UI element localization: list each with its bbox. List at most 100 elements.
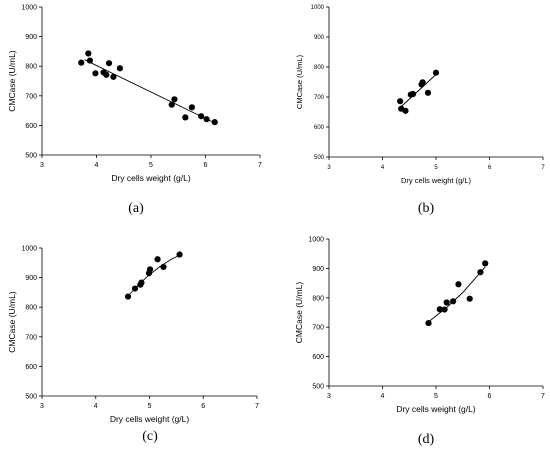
x-tick-label: 7 (258, 162, 262, 169)
y-tick-label: 600 (25, 123, 37, 130)
panel-caption: (b) (418, 201, 435, 216)
x-tick-label: 4 (94, 403, 98, 410)
x-tick-label: 4 (381, 165, 385, 171)
y-axis-label: CMCase (U/mL) (295, 54, 304, 109)
data-point (188, 104, 195, 111)
data-point (409, 90, 417, 98)
y-tick-label: 1000 (21, 4, 37, 11)
y-tick-label: 700 (25, 93, 37, 100)
fit-line (428, 266, 486, 323)
y-tick-label: 1000 (308, 236, 324, 243)
y-tick-label: 500 (314, 155, 325, 161)
chart-panel-a: 3 4 5 6 7 500 600 700 800 900 1000 Dry cells weight… (7, 4, 262, 216)
data-point (198, 113, 205, 120)
y-tick-label: 800 (25, 305, 37, 312)
data-point (78, 59, 85, 66)
data-point (203, 116, 210, 123)
y-tick-label: 600 (25, 364, 37, 371)
data-point (455, 281, 462, 288)
y-tick-label: 900 (25, 275, 37, 282)
data-point (424, 89, 432, 96)
x-tick-label: 7 (541, 393, 545, 400)
y-tick-label: 500 (312, 383, 324, 390)
x-tick-label: 6 (204, 162, 208, 169)
y-tick-label: 900 (312, 266, 324, 273)
data-point (436, 306, 443, 313)
data-point (160, 263, 167, 271)
y-tick-label: 800 (25, 64, 37, 71)
panel-caption: (a) (128, 201, 144, 216)
data-point (450, 298, 457, 305)
y-tick-label: 800 (314, 65, 325, 71)
chart-panel-c: 3 4 5 6 7 500 600 700 800 900 1000 Dry cells weight… (7, 245, 259, 444)
data-point (441, 306, 448, 313)
data-point (138, 279, 145, 286)
x-axis-label: Dry cells weight (g/L) (110, 414, 190, 424)
data-point (211, 119, 218, 126)
y-tick-label: 900 (314, 35, 325, 41)
data-point (171, 96, 178, 103)
x-tick-label: 3 (40, 162, 44, 169)
x-tick-label: 3 (40, 403, 44, 410)
x-tick-label: 5 (148, 403, 152, 410)
y-tick-label: 1000 (311, 5, 325, 11)
y-tick-label: 1000 (21, 245, 37, 252)
fit-line (399, 74, 437, 108)
x-tick-label: 3 (327, 393, 331, 400)
y-axis-label: CMCase (U/mL) (7, 291, 17, 353)
y-axis-label: CMCase (U/mL) (7, 50, 17, 112)
x-tick-label: 5 (434, 165, 438, 171)
data-point (105, 60, 113, 67)
data-point (110, 73, 117, 80)
y-tick-label: 500 (25, 152, 37, 159)
y-tick-label: 500 (25, 393, 37, 400)
data-point (116, 65, 124, 72)
x-axis-label: Dry cells weight (g/L) (396, 404, 476, 414)
x-tick-label: 4 (381, 393, 385, 400)
data-point (402, 107, 409, 114)
panel-caption: (d) (418, 432, 435, 447)
data-point (103, 71, 110, 78)
x-tick-label: 4 (95, 162, 99, 169)
data-point (168, 101, 175, 108)
x-axis-label: Dry cells weight (g/L) (111, 173, 191, 183)
x-tick-label: 5 (434, 393, 438, 400)
data-point (154, 256, 161, 263)
x-tick-label: 6 (201, 403, 205, 410)
data-point (477, 269, 484, 276)
panel-caption: (c) (142, 429, 158, 444)
data-point (124, 293, 132, 300)
data-point (146, 266, 154, 273)
data-point (85, 50, 92, 57)
chart-panel-b: 3 4 5 6 7 500 600 700 800 900 1000 Dry cells weight… (295, 5, 545, 216)
y-tick-label: 800 (312, 295, 324, 302)
chart-panel-d: 3 4 5 6 7 500 600 700 800 900 1000 Dry cells weight… (294, 236, 545, 447)
y-axis-label: CMCase (U/mL) (294, 282, 304, 344)
data-point (443, 299, 450, 306)
y-tick-label: 900 (25, 34, 37, 41)
x-tick-label: 7 (255, 403, 259, 410)
data-point (466, 295, 473, 302)
fit-line (84, 59, 213, 123)
y-tick-label: 600 (312, 354, 324, 361)
x-axis-label: Dry cells weight (g/L) (401, 176, 472, 185)
x-tick-label: 6 (488, 165, 492, 171)
data-point (86, 57, 94, 64)
data-point (176, 251, 183, 258)
x-tick-label: 5 (149, 162, 153, 169)
data-point (425, 319, 432, 327)
data-point (482, 260, 489, 267)
data-point (397, 98, 404, 105)
data-point (92, 70, 99, 77)
data-point (182, 114, 189, 121)
x-tick-label: 6 (488, 393, 492, 400)
y-tick-label: 700 (25, 334, 37, 341)
y-tick-label: 700 (312, 325, 324, 332)
data-point (131, 285, 139, 292)
x-tick-label: 3 (327, 165, 331, 171)
data-point (432, 69, 440, 76)
x-tick-label: 7 (541, 165, 545, 171)
y-tick-label: 600 (314, 125, 325, 131)
data-point (419, 79, 426, 86)
